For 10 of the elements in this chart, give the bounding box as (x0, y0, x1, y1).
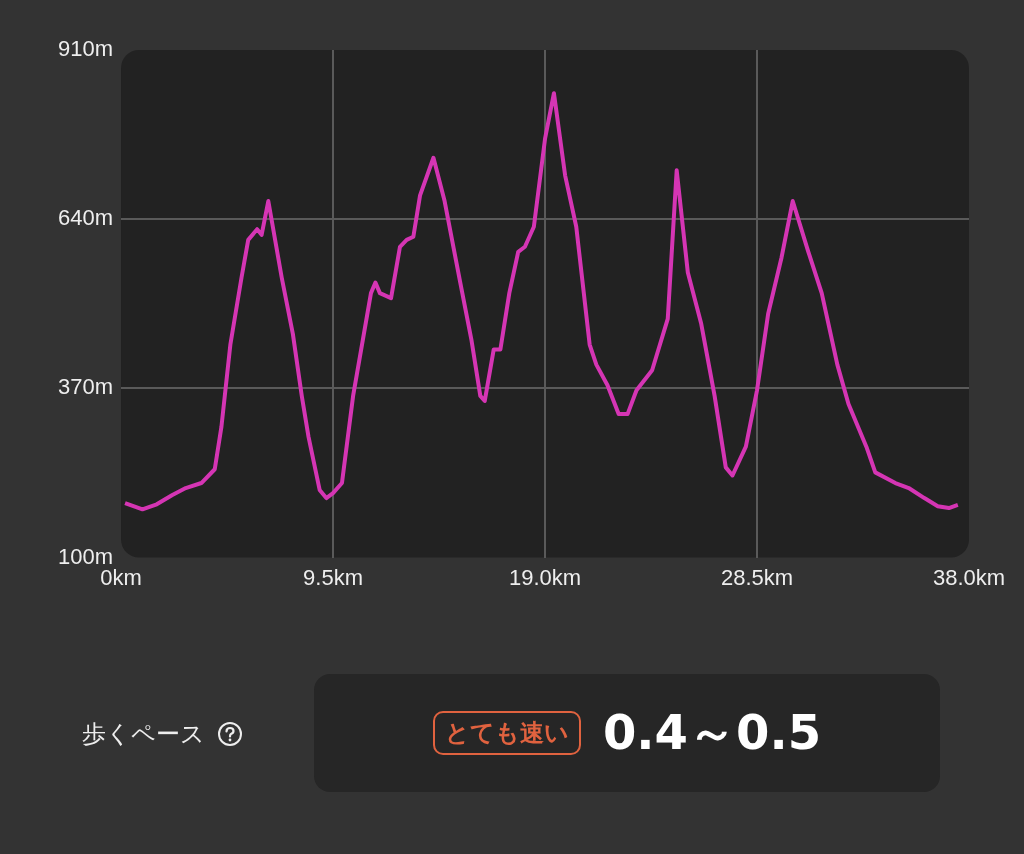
y-tick-label: 640m (57, 205, 114, 231)
text: 0.4～0.5 (602, 703, 822, 762)
y-tick-label: 370m (57, 374, 114, 400)
x-tick-label: 19.0km (508, 564, 582, 590)
text: とても速い (432, 711, 581, 755)
y-tick-label: 910m (57, 36, 114, 62)
x-tick-label: 28.5km (720, 564, 794, 590)
text: 歩くペース (82, 719, 205, 750)
x-tick-label: 9.5km (303, 564, 363, 590)
x-tick-label: 38.0km (932, 564, 1006, 590)
